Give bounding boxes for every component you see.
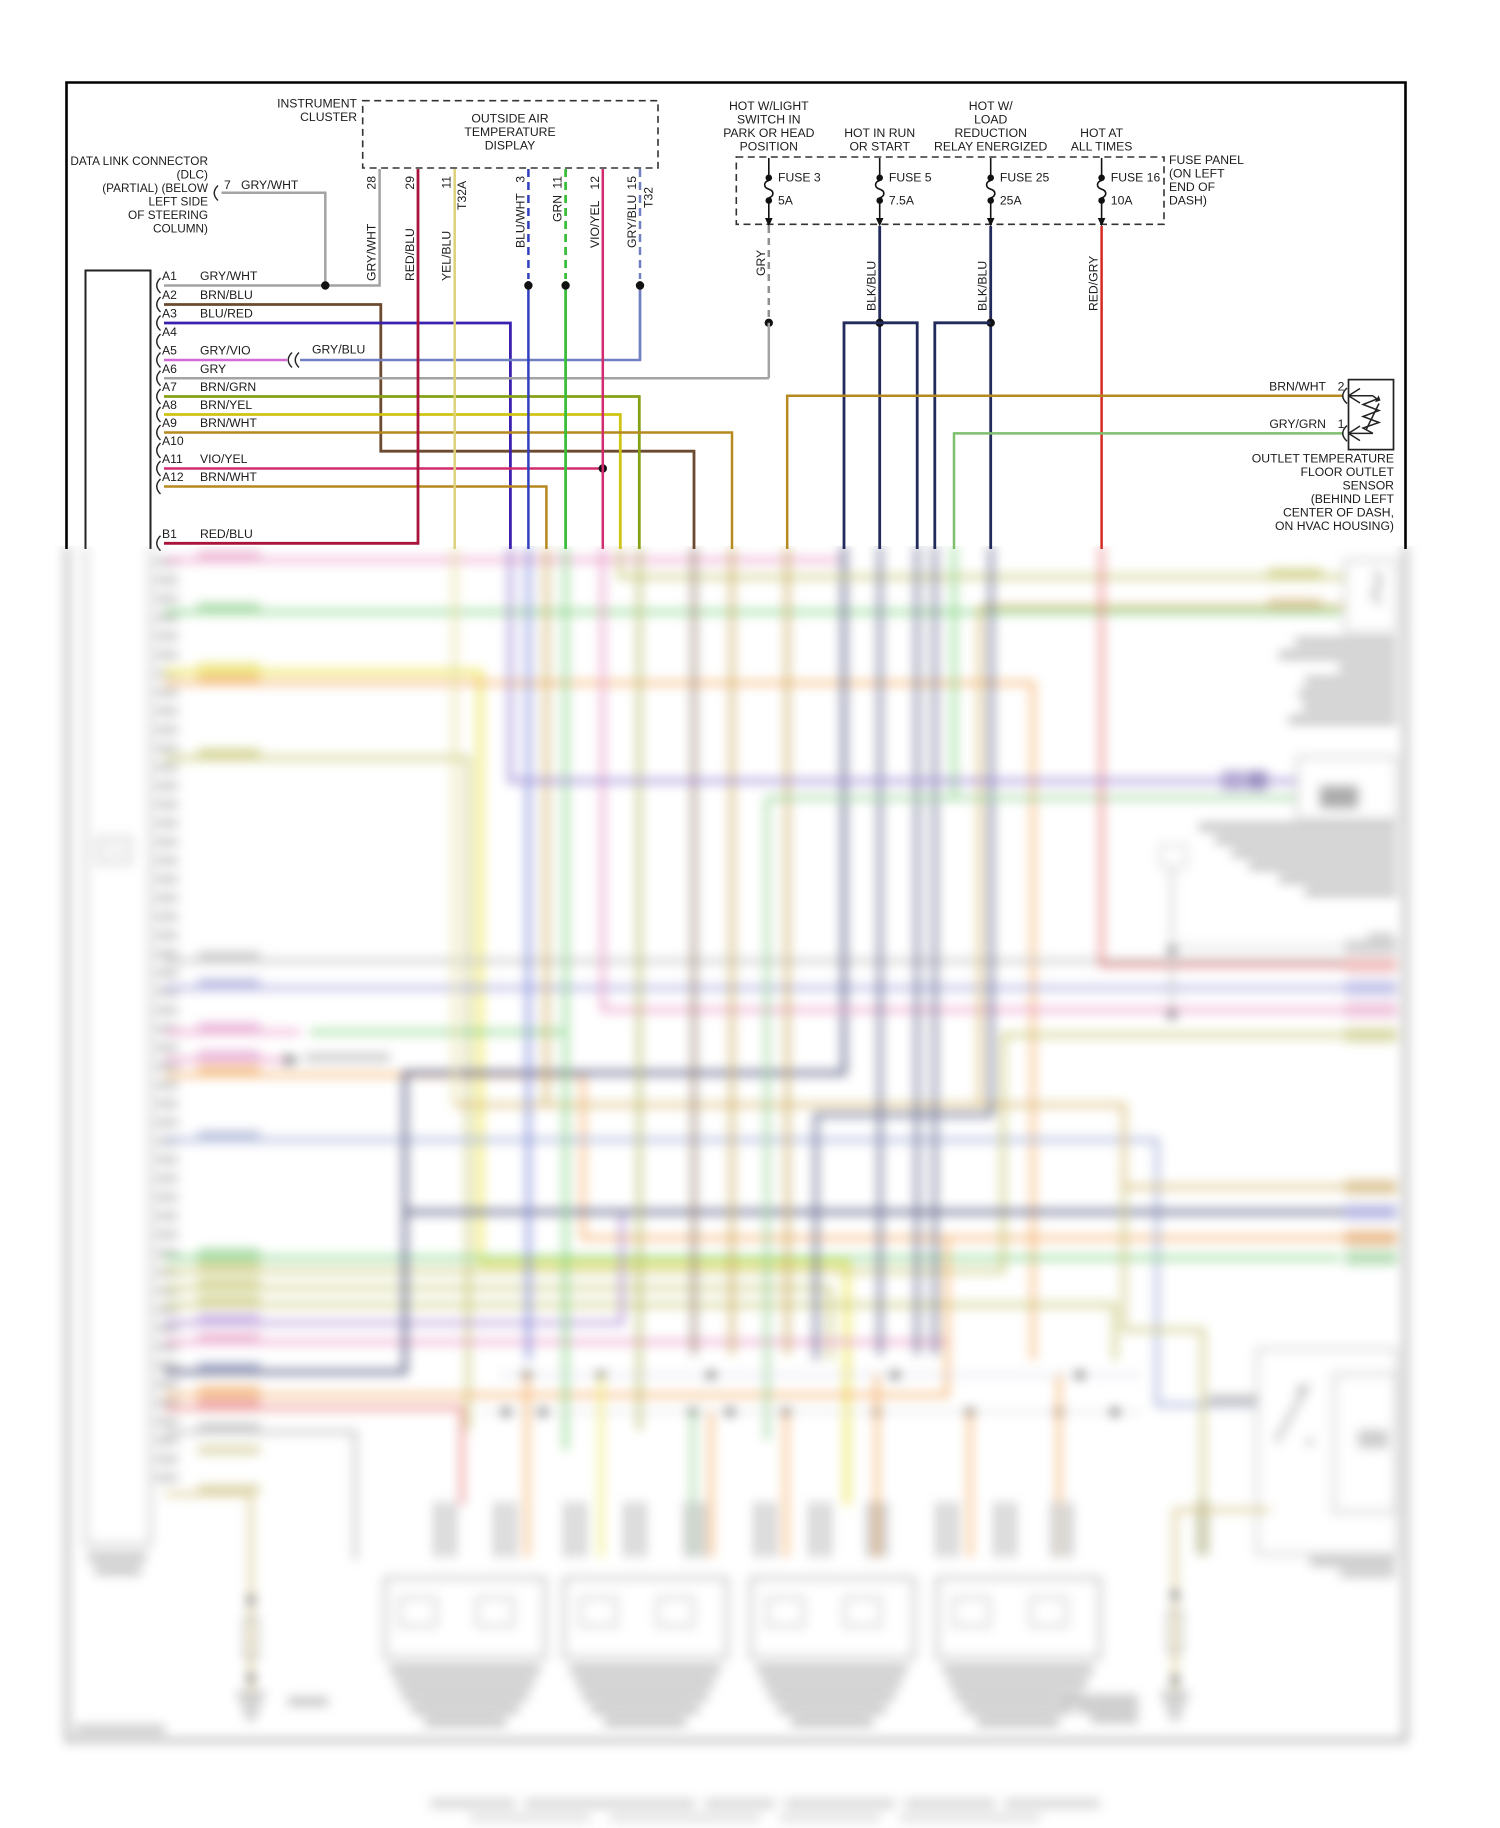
svg-text:GRY: GRY xyxy=(754,250,768,276)
svg-text:GRY/BLU: GRY/BLU xyxy=(312,343,365,357)
svg-text:GRY/WHT: GRY/WHT xyxy=(200,269,258,283)
svg-text:HOT W/LIGHT: HOT W/LIGHT xyxy=(729,99,809,113)
svg-text:GRY/BLU: GRY/BLU xyxy=(625,195,639,248)
svg-text:FUSE 25: FUSE 25 xyxy=(1000,171,1050,185)
svg-text:A4: A4 xyxy=(162,325,177,339)
svg-text:A8: A8 xyxy=(162,398,177,412)
svg-text:DASH): DASH) xyxy=(1169,194,1207,208)
svg-text:A10: A10 xyxy=(162,434,184,448)
svg-text:RED/BLU: RED/BLU xyxy=(403,228,417,281)
svg-text:3: 3 xyxy=(513,176,527,183)
svg-text:OUTLET TEMPERATURE: OUTLET TEMPERATURE xyxy=(1252,452,1394,466)
svg-text:HOT IN RUN: HOT IN RUN xyxy=(844,126,915,140)
svg-text:PARK OR HEAD: PARK OR HEAD xyxy=(723,126,814,140)
svg-text:FLOOR OUTLET: FLOOR OUTLET xyxy=(1301,465,1395,479)
svg-text:CENTER OF DASH,: CENTER OF DASH, xyxy=(1283,506,1394,520)
svg-text:HOT AT: HOT AT xyxy=(1080,126,1123,140)
svg-text:A5: A5 xyxy=(162,344,177,358)
svg-text:FUSE PANEL: FUSE PANEL xyxy=(1169,153,1244,167)
svg-text:A2: A2 xyxy=(162,288,177,302)
svg-text:11: 11 xyxy=(551,176,565,189)
svg-text:A6: A6 xyxy=(162,362,177,376)
svg-text:A12: A12 xyxy=(162,470,184,484)
svg-text:OUTSIDE AIR: OUTSIDE AIR xyxy=(471,112,548,126)
svg-text:2: 2 xyxy=(1338,380,1345,394)
svg-text:YEL/BLU: YEL/BLU xyxy=(440,231,454,281)
svg-text:(PARTIAL) (BELOW: (PARTIAL) (BELOW xyxy=(102,181,209,195)
svg-text:GRY/WHT: GRY/WHT xyxy=(241,178,299,192)
svg-text:5A: 5A xyxy=(778,194,794,208)
svg-text:BRN/BLU: BRN/BLU xyxy=(200,288,253,302)
svg-text:VIO/YEL: VIO/YEL xyxy=(200,452,248,466)
svg-text:28: 28 xyxy=(365,176,379,190)
svg-text:BLU/RED: BLU/RED xyxy=(200,307,253,321)
svg-text:POSITION: POSITION xyxy=(740,140,798,154)
svg-text:BLU/WHT: BLU/WHT xyxy=(513,193,527,248)
svg-text:FUSE 3: FUSE 3 xyxy=(778,171,821,185)
svg-text:A9: A9 xyxy=(162,416,177,430)
svg-text:LOAD: LOAD xyxy=(974,113,1007,127)
svg-text:OR START: OR START xyxy=(849,140,910,154)
svg-text:BRN/WHT: BRN/WHT xyxy=(1269,380,1326,394)
svg-text:BRN/WHT: BRN/WHT xyxy=(200,416,257,430)
svg-text:A7: A7 xyxy=(162,380,177,394)
svg-text:(BEHIND LEFT: (BEHIND LEFT xyxy=(1311,492,1395,506)
svg-text:BRN/YEL: BRN/YEL xyxy=(200,398,252,412)
svg-text:DISPLAY: DISPLAY xyxy=(485,139,536,153)
svg-text:A11: A11 xyxy=(162,452,183,466)
svg-text:ALL TIMES: ALL TIMES xyxy=(1071,140,1133,154)
svg-text:FUSE 5: FUSE 5 xyxy=(889,171,932,185)
svg-text:11: 11 xyxy=(440,176,454,189)
svg-text:GRY/GRN: GRY/GRN xyxy=(1269,417,1326,431)
svg-text:GRY/WHT: GRY/WHT xyxy=(365,223,379,281)
svg-text:RELAY ENERGIZED: RELAY ENERGIZED xyxy=(934,140,1048,154)
svg-text:ON HVAC HOUSING): ON HVAC HOUSING) xyxy=(1275,519,1394,533)
svg-text:INSTRUMENT: INSTRUMENT xyxy=(277,97,357,111)
svg-text:HOT W/: HOT W/ xyxy=(969,99,1013,113)
svg-text:OF STEERING: OF STEERING xyxy=(128,208,208,222)
svg-text:7.5A: 7.5A xyxy=(889,194,915,208)
svg-text:LEFT SIDE: LEFT SIDE xyxy=(149,195,209,209)
svg-text:RED/GRY: RED/GRY xyxy=(1087,256,1101,311)
svg-text:25A: 25A xyxy=(1000,194,1023,208)
svg-text:GRN: GRN xyxy=(551,195,565,222)
svg-text:FUSE 16: FUSE 16 xyxy=(1111,171,1161,185)
svg-text:T32A: T32A xyxy=(455,180,469,210)
svg-text:RED/BLU: RED/BLU xyxy=(200,527,253,541)
svg-text:SWITCH IN: SWITCH IN xyxy=(737,113,801,127)
svg-text:DATA LINK CONNECTOR: DATA LINK CONNECTOR xyxy=(70,154,208,168)
svg-text:(DLC): (DLC) xyxy=(177,168,209,182)
svg-text:7: 7 xyxy=(224,178,231,192)
svg-text:VIO/YEL: VIO/YEL xyxy=(588,200,602,248)
svg-text:15: 15 xyxy=(625,176,639,190)
svg-text:TEMPERATURE: TEMPERATURE xyxy=(464,125,555,139)
svg-text:B1: B1 xyxy=(162,527,177,541)
svg-text:SENSOR: SENSOR xyxy=(1343,479,1395,493)
svg-text:GRY/VIO: GRY/VIO xyxy=(200,344,251,358)
svg-text:GRY: GRY xyxy=(200,362,226,376)
svg-text:BLK/BLU: BLK/BLU xyxy=(976,261,990,311)
svg-text:T32: T32 xyxy=(642,187,656,208)
svg-text:END OF: END OF xyxy=(1169,180,1215,194)
svg-text:REDUCTION: REDUCTION xyxy=(954,126,1026,140)
svg-text:29: 29 xyxy=(403,176,417,190)
svg-text:BLK/BLU: BLK/BLU xyxy=(865,261,879,311)
svg-text:A3: A3 xyxy=(162,307,177,321)
svg-text:1: 1 xyxy=(1338,417,1345,431)
svg-text:COLUMN): COLUMN) xyxy=(153,222,208,236)
svg-text:BRN/GRN: BRN/GRN xyxy=(200,380,256,394)
svg-text:12: 12 xyxy=(588,176,602,190)
svg-text:BRN/WHT: BRN/WHT xyxy=(200,470,257,484)
svg-text:CLUSTER: CLUSTER xyxy=(300,110,357,124)
svg-text:A1: A1 xyxy=(162,269,177,283)
svg-text:(ON LEFT: (ON LEFT xyxy=(1169,167,1225,181)
svg-text:10A: 10A xyxy=(1111,194,1134,208)
